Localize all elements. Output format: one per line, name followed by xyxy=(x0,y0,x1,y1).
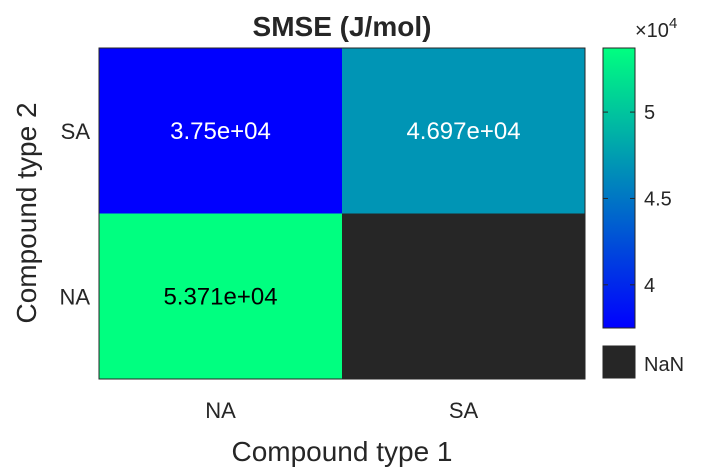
nan-legend-label: NaN xyxy=(644,354,684,376)
heatmap-cell-label: 3.75e+04 xyxy=(170,118,271,145)
colorbar-exponent: ×104 xyxy=(635,15,677,42)
heatmap-cell xyxy=(99,48,342,214)
heatmap-cell xyxy=(99,213,342,379)
x-tick-label: NA xyxy=(205,398,236,423)
y-tick-label: NA xyxy=(59,284,90,309)
heatmap-cell-label: 5.371e+04 xyxy=(163,283,277,310)
colorbar xyxy=(602,47,636,329)
nan-legend-swatch xyxy=(602,345,636,379)
colorbar-tick-label: 5 xyxy=(644,102,655,124)
heatmap-cell-labels: 3.75e+04 4.697e+04 5.371e+04 xyxy=(163,118,520,311)
chart-title: SMSE (J/mol) xyxy=(253,11,432,42)
colorbar-tick-label: 4.5 xyxy=(644,188,672,210)
x-axis-label: Compound type 1 xyxy=(231,436,452,467)
y-tick-labels: SA NA xyxy=(59,119,90,310)
x-tick-label: SA xyxy=(449,398,479,423)
y-tick-label: SA xyxy=(61,119,91,144)
heatmap-cell-label: 4.697e+04 xyxy=(406,118,520,145)
colorbar-tick-label: 4 xyxy=(644,275,655,297)
x-tick-labels: NA SA xyxy=(205,398,478,423)
colorbar-ticks: 44.55 xyxy=(603,102,672,297)
plot-frame xyxy=(98,47,586,380)
heatmap-cells xyxy=(99,48,585,379)
heatmap-cell xyxy=(342,213,585,379)
heatmap-cell xyxy=(342,48,585,214)
y-axis-label: Compound type 2 xyxy=(11,102,42,323)
